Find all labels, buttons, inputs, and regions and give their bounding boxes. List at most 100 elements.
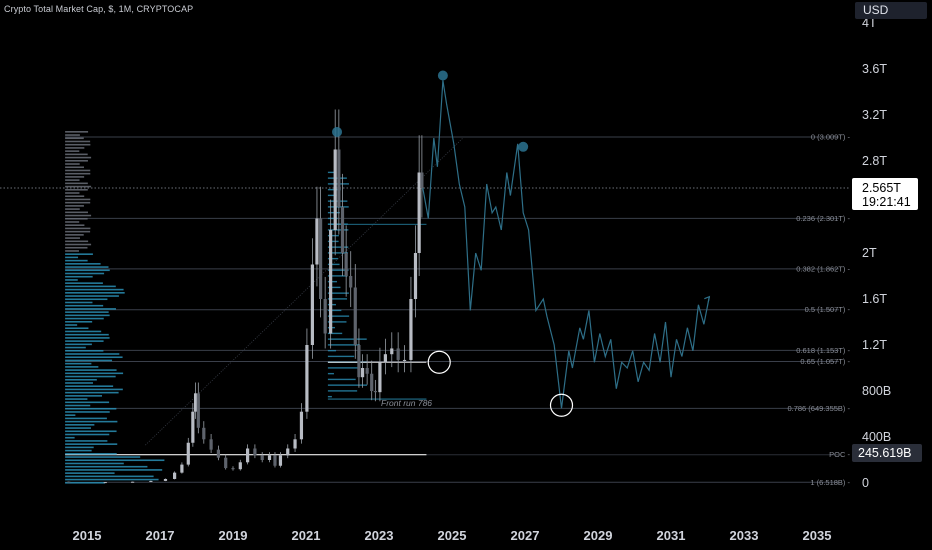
volume-bar bbox=[65, 462, 124, 465]
volume-bar bbox=[327, 372, 334, 375]
volume-bar bbox=[65, 272, 105, 275]
volume-bar bbox=[327, 344, 360, 346]
volume-bar bbox=[65, 160, 88, 162]
volume-bar bbox=[65, 446, 94, 449]
y-tick-4: 2T bbox=[862, 246, 877, 260]
volume-bar bbox=[65, 240, 89, 243]
fib-label-1: 0.236 (2.301T) - bbox=[796, 214, 850, 223]
volume-bar bbox=[65, 230, 91, 233]
volume-bar bbox=[327, 309, 342, 312]
candle-body bbox=[373, 391, 377, 393]
fib-label-6: 0.786 (649.355B) - bbox=[787, 404, 850, 413]
y-tick-3: 2.8T bbox=[862, 154, 887, 168]
volume-bar bbox=[65, 301, 93, 304]
volume-bar bbox=[65, 372, 124, 375]
circle-marker-1 bbox=[549, 393, 574, 417]
x-tick-8: 2031 bbox=[657, 528, 686, 543]
candle-body bbox=[420, 172, 424, 189]
volume-bar bbox=[65, 140, 91, 143]
x-tick-7: 2029 bbox=[584, 528, 613, 543]
y-tick-0: 4T bbox=[862, 16, 877, 30]
candle-body bbox=[323, 299, 327, 334]
volume-bar bbox=[327, 321, 347, 323]
candle-body bbox=[149, 480, 153, 482]
volume-bar bbox=[65, 156, 92, 159]
volume-bar bbox=[65, 456, 141, 458]
volume-bar bbox=[65, 243, 92, 246]
volume-bar bbox=[65, 449, 92, 452]
volume-bar bbox=[65, 282, 103, 284]
candle-body bbox=[396, 348, 400, 360]
candle-body bbox=[224, 457, 228, 469]
volume-bar bbox=[65, 198, 91, 201]
peak-marker-1 bbox=[437, 70, 448, 81]
candle-body bbox=[402, 359, 407, 361]
candle-body bbox=[357, 345, 361, 378]
volume-bar bbox=[65, 478, 159, 481]
volume-bar bbox=[65, 163, 80, 165]
volume-bar bbox=[65, 407, 117, 410]
volume-bar bbox=[65, 353, 120, 355]
volume-bar bbox=[65, 366, 99, 368]
fib-label-0: 0 (3.009T) - bbox=[811, 132, 851, 141]
fib-label-3: 0.5 (1.507T) - bbox=[805, 305, 851, 314]
volume-bar bbox=[65, 388, 123, 391]
volume-bar bbox=[65, 250, 79, 252]
volume-bar bbox=[327, 229, 349, 231]
candle-body bbox=[253, 448, 257, 456]
volume-bar bbox=[65, 147, 85, 149]
volume-bar bbox=[65, 263, 101, 265]
volume-bar bbox=[65, 327, 89, 330]
volume-bar bbox=[65, 324, 78, 326]
volume-bar bbox=[65, 221, 80, 223]
candle-body bbox=[267, 455, 272, 460]
volume-bar bbox=[65, 208, 80, 210]
volume-bar bbox=[65, 482, 106, 484]
volume-bar bbox=[327, 194, 337, 197]
candle-body bbox=[186, 442, 190, 465]
candle-body bbox=[278, 455, 283, 466]
volume-bar bbox=[65, 311, 109, 313]
candle-body bbox=[131, 481, 135, 483]
y-tick-8: 400B bbox=[862, 430, 891, 444]
volume-bar bbox=[327, 257, 338, 260]
peak-marker-0 bbox=[332, 126, 343, 137]
volume-bar bbox=[65, 414, 76, 416]
x-tick-1: 2017 bbox=[146, 528, 175, 543]
volume-bar bbox=[65, 343, 92, 346]
candle-body bbox=[409, 299, 413, 360]
volume-bar bbox=[65, 472, 115, 474]
bar-countdown: 19:21:41 bbox=[862, 195, 911, 209]
candle-body bbox=[340, 207, 345, 253]
volume-bar bbox=[65, 459, 165, 462]
volume-bar bbox=[65, 469, 163, 471]
volume-bar bbox=[65, 404, 91, 407]
volume-bar bbox=[65, 465, 148, 468]
front-run-annotation: Front run 786 bbox=[381, 398, 432, 408]
volume-bar bbox=[65, 395, 102, 397]
volume-bar bbox=[65, 430, 117, 433]
x-tick-10: 2035 bbox=[803, 528, 832, 543]
volume-bar bbox=[327, 367, 359, 369]
candle-body bbox=[315, 218, 319, 265]
volume-bar bbox=[327, 355, 355, 358]
volume-bar bbox=[65, 295, 119, 297]
volume-bar bbox=[327, 280, 337, 283]
volume-bar bbox=[65, 211, 88, 214]
currency-button[interactable]: USD bbox=[855, 2, 927, 19]
volume-bar bbox=[65, 150, 80, 152]
volume-bar bbox=[65, 340, 104, 342]
volume-bar bbox=[327, 298, 348, 300]
candle-body bbox=[390, 348, 394, 355]
volume-bar bbox=[327, 171, 336, 174]
volume-bar bbox=[65, 420, 118, 423]
volume-bar bbox=[65, 304, 104, 307]
volume-bar bbox=[65, 182, 88, 185]
time-axis: 2015 2017 2019 2021 2023 2025 2027 2029 2031 2033… bbox=[73, 528, 832, 543]
volume-bar bbox=[65, 269, 110, 272]
projection-arrowhead bbox=[704, 295, 711, 302]
x-tick-5: 2025 bbox=[438, 528, 467, 543]
volume-bar bbox=[65, 192, 80, 194]
volume-bar bbox=[65, 137, 84, 140]
